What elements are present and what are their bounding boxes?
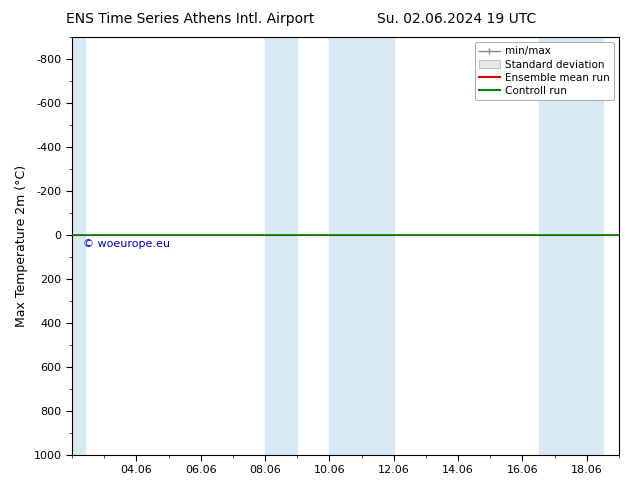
Text: © woeurope.eu: © woeurope.eu [83, 239, 170, 249]
Bar [72, 37, 85, 455]
Bar [265, 37, 297, 455]
Bar [538, 37, 603, 455]
Legend: min/max, Standard deviation, Ensemble mean run, Controll run: min/max, Standard deviation, Ensemble me… [475, 42, 614, 100]
Text: Su. 02.06.2024 19 UTC: Su. 02.06.2024 19 UTC [377, 12, 536, 26]
Bar [330, 37, 394, 455]
Text: ENS Time Series Athens Intl. Airport: ENS Time Series Athens Intl. Airport [66, 12, 314, 26]
Y-axis label: Max Temperature 2m (°C): Max Temperature 2m (°C) [15, 165, 28, 327]
